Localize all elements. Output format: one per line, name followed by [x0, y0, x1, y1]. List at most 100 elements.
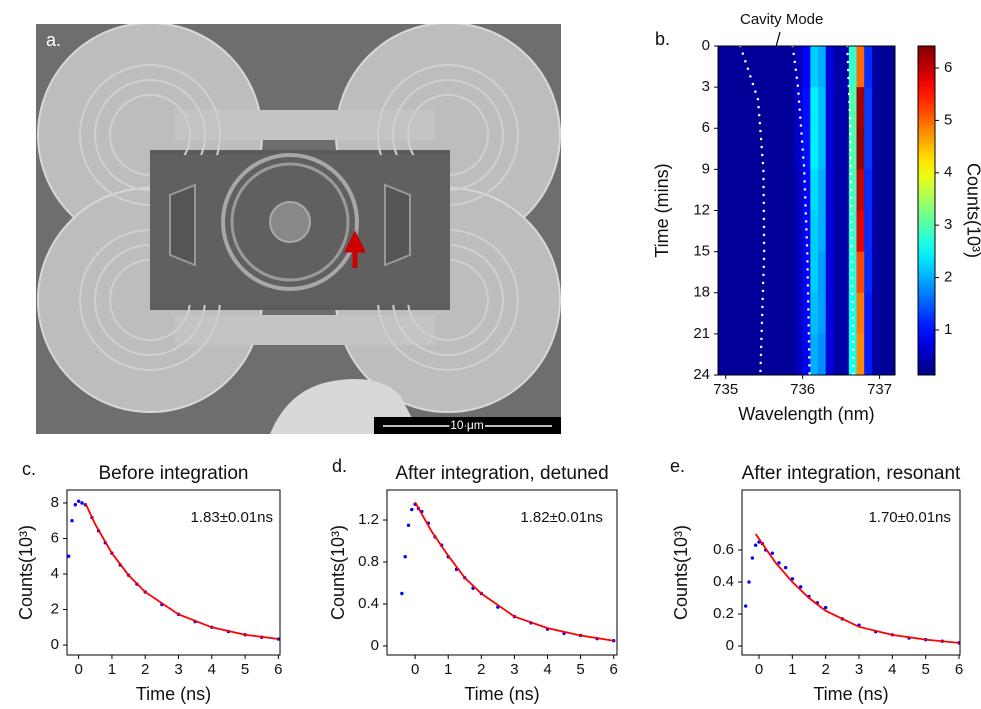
heat-cell	[733, 251, 742, 294]
x-tick-label: 2	[477, 661, 485, 678]
heat-cell	[725, 333, 734, 375]
heat-cell	[848, 333, 857, 375]
heat-cell	[733, 210, 742, 253]
heat-cell	[741, 87, 750, 129]
heat-cell	[771, 46, 780, 88]
heat-cell	[787, 169, 796, 211]
x-axis-label: Time (ns)	[464, 684, 539, 704]
x-tick-label: 5	[921, 661, 929, 678]
heat-cell	[718, 128, 727, 170]
heat-cell	[879, 210, 888, 253]
heat-cell	[718, 292, 727, 335]
fit-annotation: 1.82±0.01ns	[520, 509, 602, 526]
y-tick-label: 0.2	[713, 605, 734, 622]
heat-cell	[733, 46, 742, 88]
heat-cell	[818, 87, 827, 129]
x-tick-label: 2	[141, 661, 149, 678]
heat-cell	[794, 46, 804, 88]
heat-cell	[718, 210, 727, 253]
heat-cell	[810, 169, 819, 211]
heat-cell	[741, 251, 750, 294]
heat-cell	[833, 333, 842, 375]
x-tick-label: 0	[74, 661, 82, 678]
heat-cell	[833, 251, 842, 294]
heat-cell	[748, 128, 757, 170]
heat-cell	[787, 87, 796, 129]
heat-cell	[810, 292, 819, 335]
y-tick-label: 0	[726, 637, 734, 654]
heat-cell	[879, 169, 888, 211]
fit-line	[414, 501, 614, 642]
heat-cell	[764, 169, 773, 211]
data-point	[410, 507, 414, 512]
heat-cell	[802, 333, 811, 375]
axes-frame	[386, 489, 618, 656]
y-tick-label: 2	[51, 601, 59, 618]
heat-cell	[871, 87, 881, 129]
heat-cell	[833, 46, 842, 88]
heat-cell	[794, 292, 804, 335]
heat-cell	[856, 128, 865, 170]
heat-cell	[887, 210, 895, 253]
heat-cell	[856, 210, 865, 253]
y-tick-label: 0.4	[358, 595, 379, 612]
x-tick-label: 5	[576, 661, 584, 678]
x-tick-label: 6	[610, 661, 618, 678]
x-tick-label: 6	[274, 661, 282, 678]
heat-cell	[779, 169, 788, 211]
chart-title: After integration, detuned	[395, 463, 608, 484]
heat-cell	[756, 46, 765, 88]
colorbar-tick-label: 4	[944, 164, 952, 181]
y-tick-label: 18	[693, 284, 710, 301]
data-point	[73, 503, 78, 507]
heat-cell	[748, 333, 757, 375]
heat-cell	[879, 292, 888, 335]
heat-cell	[841, 292, 850, 335]
heat-cell	[825, 169, 834, 211]
y-tick-label: 8	[51, 494, 59, 511]
heat-cell	[779, 210, 788, 253]
heat-cell	[725, 292, 734, 335]
heat-cell	[887, 251, 895, 294]
x-tick-label: 2	[821, 661, 829, 678]
heat-cell	[856, 169, 865, 211]
data-point	[80, 501, 84, 505]
heat-cell	[887, 87, 895, 129]
heat-cell	[879, 87, 888, 129]
scale-bar-label: 10 μm	[450, 418, 484, 432]
heat-cell	[802, 251, 811, 294]
panel-label: c.	[22, 459, 36, 479]
heat-cell	[864, 210, 873, 253]
heat-cell	[887, 128, 895, 170]
heat-cell	[833, 210, 842, 253]
axes-frame	[66, 489, 281, 656]
heat-cell	[794, 128, 804, 170]
heat-cell	[818, 333, 827, 375]
heat-cell	[864, 128, 873, 170]
heat-cell	[741, 210, 750, 253]
x-tick-label: 6	[955, 661, 963, 678]
heat-cell	[725, 251, 734, 294]
heat-cell	[771, 169, 780, 211]
heat-cell	[841, 251, 850, 294]
data-point	[403, 555, 407, 559]
heat-cell	[748, 292, 757, 335]
heat-cell	[802, 292, 811, 335]
heat-cell	[718, 169, 727, 211]
heat-cell	[810, 251, 819, 294]
heat-cell	[841, 210, 850, 253]
heat-cell	[771, 251, 780, 294]
heat-cell	[779, 333, 788, 375]
data-point	[747, 580, 751, 584]
heat-cell	[725, 169, 734, 211]
y-tick-label: 0.4	[713, 573, 734, 590]
heat-cell	[794, 169, 804, 211]
heat-cell	[771, 292, 780, 335]
heat-cell	[764, 210, 773, 253]
data-point	[770, 551, 775, 555]
heat-cell	[848, 292, 857, 335]
heat-cell	[748, 46, 757, 88]
heat-cell	[879, 333, 888, 375]
heat-cell	[733, 292, 742, 335]
axes-frame	[741, 489, 961, 656]
